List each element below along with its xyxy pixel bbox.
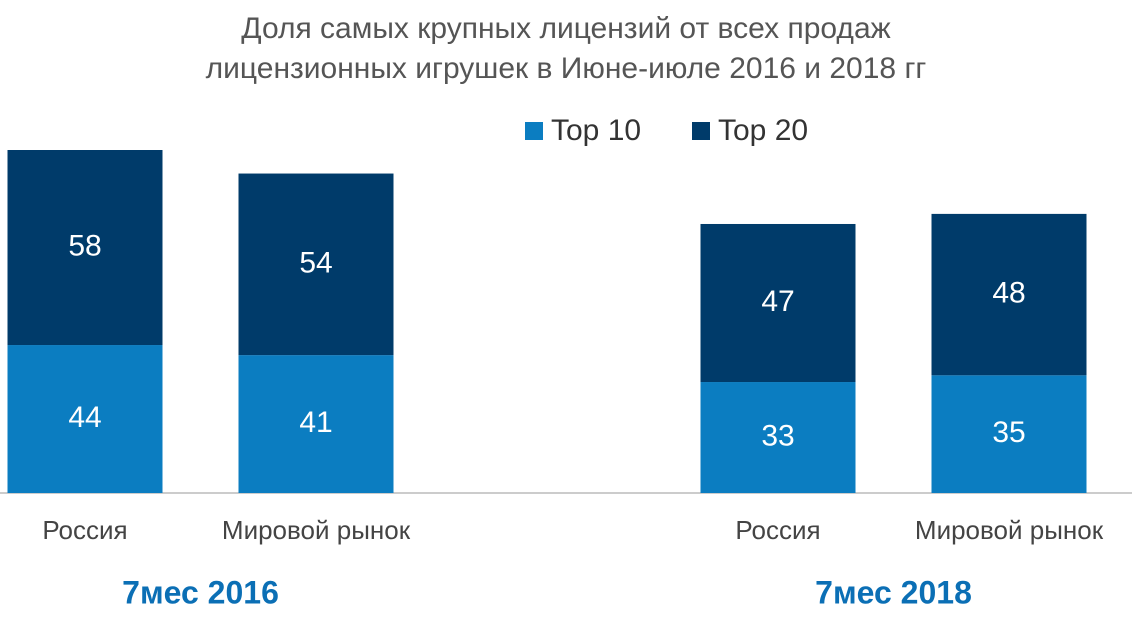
data-label: 33: [761, 419, 794, 452]
bar-segment: [700, 382, 856, 493]
group-label: 7мес 2016: [122, 574, 279, 610]
x-tick-label: Мировой рынок: [222, 515, 411, 545]
x-tick-label: Мировой рынок: [915, 515, 1104, 545]
legend-label: Top 20: [718, 114, 808, 147]
chart-title: Доля самых крупных лицензий от всех прод…: [241, 12, 890, 45]
legend-swatch: [692, 122, 710, 140]
bar-segment: [238, 355, 394, 493]
data-label: 35: [992, 416, 1025, 449]
bar-segment: [931, 375, 1087, 493]
x-tick-label: Россия: [42, 515, 127, 545]
bar-segment: [7, 150, 163, 346]
data-label: 58: [68, 229, 101, 262]
bar-segment: [238, 173, 394, 356]
legend-swatch: [525, 122, 543, 140]
bar-segment: [931, 213, 1087, 376]
bar-segment: [7, 345, 163, 493]
x-tick-label: Россия: [735, 515, 820, 545]
data-label: 44: [68, 401, 101, 434]
chart-title: лицензионных игрушек в Июне-июле 2016 и …: [206, 52, 927, 85]
data-label: 41: [299, 406, 332, 439]
legend-label: Top 10: [551, 114, 641, 147]
data-label: 54: [299, 246, 332, 279]
bar-segment: [700, 223, 856, 383]
data-label: 47: [761, 285, 794, 318]
data-label: 48: [992, 277, 1025, 310]
group-label: 7мес 2018: [815, 574, 972, 610]
